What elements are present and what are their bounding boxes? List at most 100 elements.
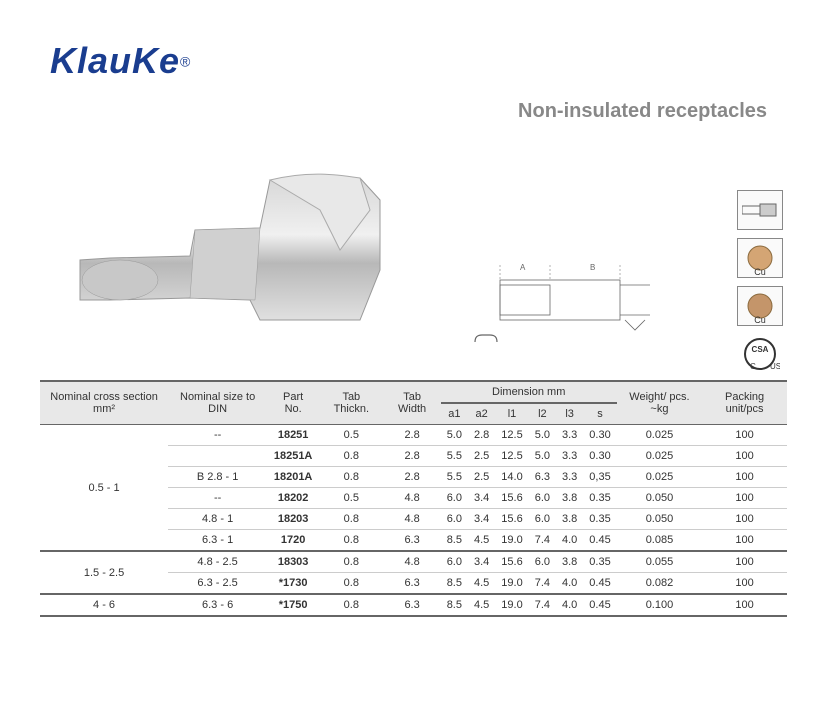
cell-a2: 4.5 (468, 530, 495, 552)
cell-packing: 100 (702, 573, 787, 595)
cell-nominalSize: 4.8 - 2.5 (168, 551, 267, 573)
cell-nominal-cross: 0.5 - 1 (40, 425, 168, 552)
col-l3: l3 (556, 403, 583, 425)
cell-partNo: 18303 (267, 551, 319, 573)
cell-l3: 3.3 (556, 425, 583, 446)
cell-weight: 0.055 (617, 551, 702, 573)
cell-a2: 3.4 (468, 509, 495, 530)
cell-l3: 4.0 (556, 594, 583, 616)
cell-packing: 100 (702, 488, 787, 509)
svg-text:B: B (590, 263, 595, 272)
cell-a1: 8.5 (441, 573, 468, 595)
cell-a2: 3.4 (468, 488, 495, 509)
cell-partNo: *1750 (267, 594, 319, 616)
col-a1: a1 (441, 403, 468, 425)
cell-partNo: 18203 (267, 509, 319, 530)
cell-a1: 5.5 (441, 467, 468, 488)
cell-s: 0.30 (583, 446, 616, 467)
cell-partNo: 18251A (267, 446, 319, 467)
cell-l1: 19.0 (495, 573, 528, 595)
col-s: s (583, 403, 616, 425)
cell-a2: 4.5 (468, 594, 495, 616)
cell-tabThickn: 0.8 (319, 573, 383, 595)
cell-packing: 100 (702, 425, 787, 446)
cell-partNo: 18202 (267, 488, 319, 509)
table-row: 0.5 - 1--182510.52.85.02.812.55.03.30.30… (40, 425, 787, 446)
cell-nominalSize: B 2.8 - 1 (168, 467, 267, 488)
cell-tabWidth: 2.8 (384, 467, 441, 488)
cell-nominalSize: 6.3 - 2.5 (168, 573, 267, 595)
cell-a2: 2.5 (468, 467, 495, 488)
brand-name: KlauKe (50, 40, 180, 81)
cell-packing: 100 (702, 530, 787, 552)
cell-l3: 3.8 (556, 551, 583, 573)
cell-s: 0.45 (583, 594, 616, 616)
cell-s: 0.30 (583, 425, 616, 446)
col-nominal-cross: Nominal cross section mm² (40, 381, 168, 425)
col-l1: l1 (495, 403, 528, 425)
page-subtitle: Non-insulated receptacles (518, 100, 767, 123)
cell-a1: 8.5 (441, 530, 468, 552)
cell-tabThickn: 0.5 (319, 425, 383, 446)
cell-a1: 6.0 (441, 509, 468, 530)
col-part-no: Part No. (267, 381, 319, 425)
cell-l1: 12.5 (495, 425, 528, 446)
cell-l1: 12.5 (495, 446, 528, 467)
table-row: 4 - 66.3 - 6*17500.86.38.54.519.07.44.00… (40, 594, 787, 616)
cell-nominalSize: -- (168, 488, 267, 509)
cell-a2: 2.8 (468, 425, 495, 446)
cell-a2: 2.5 (468, 446, 495, 467)
col-tab-thickn: Tab Thickn. (319, 381, 383, 425)
cell-l2: 7.4 (529, 573, 556, 595)
cell-partNo: 1720 (267, 530, 319, 552)
cell-s: 0,35 (583, 467, 616, 488)
cell-tabThickn: 0.5 (319, 488, 383, 509)
cell-l3: 3.8 (556, 488, 583, 509)
product-photo (60, 150, 430, 340)
cell-weight: 0.025 (617, 425, 702, 446)
col-tab-width: Tab Width (384, 381, 441, 425)
cell-tabThickn: 0.8 (319, 467, 383, 488)
cell-weight: 0.085 (617, 530, 702, 552)
cell-l3: 3.8 (556, 509, 583, 530)
cell-a1: 8.5 (441, 594, 468, 616)
cell-l3: 4.0 (556, 530, 583, 552)
cell-l2: 6.0 (529, 509, 556, 530)
cell-nominalSize: 4.8 - 1 (168, 509, 267, 530)
table-row: 1.5 - 2.54.8 - 2.5183030.84.86.03.415.66… (40, 551, 787, 573)
cell-l1: 14.0 (495, 467, 528, 488)
cell-weight: 0.025 (617, 467, 702, 488)
cell-l2: 5.0 (529, 425, 556, 446)
cell-tabThickn: 0.8 (319, 551, 383, 573)
cell-tabWidth: 6.3 (384, 573, 441, 595)
copper-material-icon: Cu (737, 238, 783, 278)
svg-text:C: C (750, 362, 756, 371)
cell-packing: 100 (702, 594, 787, 616)
specifications-table: Nominal cross section mm² Nominal size t… (40, 380, 787, 617)
col-nominal-size: Nominal size to DIN (168, 381, 267, 425)
cell-packing: 100 (702, 509, 787, 530)
cell-a2: 4.5 (468, 573, 495, 595)
cell-weight: 0.050 (617, 488, 702, 509)
cell-tabThickn: 0.8 (319, 446, 383, 467)
cell-weight: 0.050 (617, 509, 702, 530)
table-header: Nominal cross section mm² Nominal size t… (40, 381, 787, 425)
registered-mark: ® (180, 54, 190, 70)
cell-l1: 15.6 (495, 488, 528, 509)
cell-s: 0.35 (583, 509, 616, 530)
cell-partNo: *1730 (267, 573, 319, 595)
cell-l2: 7.4 (529, 594, 556, 616)
cell-s: 0.45 (583, 530, 616, 552)
cell-l1: 19.0 (495, 530, 528, 552)
cell-tabWidth: 4.8 (384, 488, 441, 509)
cell-nominal-cross: 1.5 - 2.5 (40, 551, 168, 594)
cell-partNo: 18251 (267, 425, 319, 446)
cell-tabWidth: 2.8 (384, 446, 441, 467)
cell-l3: 3.3 (556, 467, 583, 488)
cell-l2: 7.4 (529, 530, 556, 552)
cell-l2: 6.3 (529, 467, 556, 488)
cell-s: 0.45 (583, 573, 616, 595)
cell-l2: 5.0 (529, 446, 556, 467)
svg-text:A: A (520, 263, 526, 272)
cell-weight: 0.100 (617, 594, 702, 616)
